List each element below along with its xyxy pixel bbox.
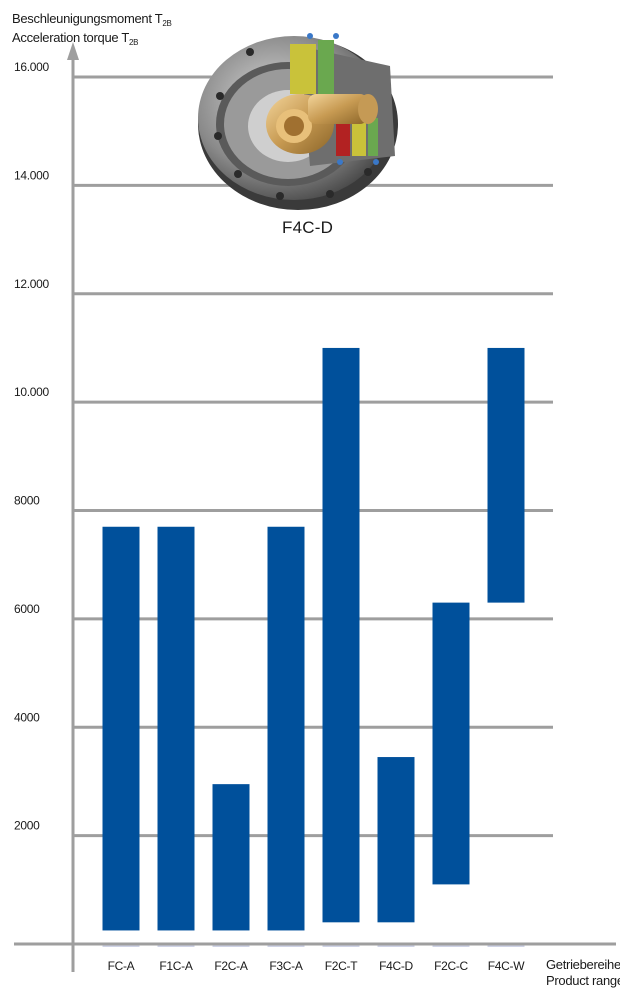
x-tick-label: F4C-D (379, 959, 413, 973)
x-tick-label: F2C-T (325, 959, 358, 973)
x-tick-label: F2C-C (434, 959, 468, 973)
y-tick-label: 10.000 (14, 385, 50, 399)
y-axis-title-en-sub: 2B (129, 38, 139, 47)
product-image-label: F4C-D (282, 218, 334, 237)
bar (157, 526, 195, 931)
x-tick-label: F2C-A (214, 959, 247, 973)
x-tick-label: FC-A (108, 959, 135, 973)
y-axis-title-en-row: Acceleration torque T2B (12, 30, 139, 50)
y-axis-title-en: Acceleration torque T (12, 30, 130, 45)
bar (377, 757, 415, 923)
bar (487, 347, 525, 603)
axes (14, 42, 616, 972)
bar (322, 347, 360, 923)
y-tick-label: 4000 (14, 710, 40, 724)
gridlines (73, 75, 553, 838)
y-tick-labels: 2000 4000 6000 8000 10.000 12.000 14.000 16.000 (14, 60, 50, 833)
y-tick-label: 16.000 (14, 60, 50, 74)
y-tick-label: 14.000 (14, 168, 50, 182)
x-tick-labels: FC-A F1C-A F2C-A F3C-A F2C-T F4C-D F2C-C F4C-W (108, 959, 526, 973)
x-tick-label: F3C-A (269, 959, 302, 973)
gearbox-cutaway-image (198, 33, 398, 210)
x-axis-title-en: Product range (546, 973, 620, 988)
x-tick-label: F4C-W (488, 959, 525, 973)
y-axis-title: Beschleunigungsmoment T2B (12, 12, 172, 31)
bars (102, 347, 525, 931)
y-axis-title-de-sub: 2B (162, 19, 172, 28)
bar (102, 526, 140, 931)
y-tick-label: 12.000 (14, 277, 50, 291)
y-tick-label: 6000 (14, 602, 40, 616)
y-axis-arrow-icon (67, 42, 79, 60)
x-tick-label: F1C-A (159, 959, 192, 973)
y-axis-title-de: Beschleunigungsmoment T (12, 11, 163, 26)
y-tick-label: 2000 (14, 819, 40, 833)
y-tick-label: 8000 (14, 494, 40, 508)
bar (432, 602, 470, 885)
x-axis-title-de: Getriebereihe (546, 957, 620, 972)
bar (267, 526, 305, 931)
bar (212, 784, 250, 931)
